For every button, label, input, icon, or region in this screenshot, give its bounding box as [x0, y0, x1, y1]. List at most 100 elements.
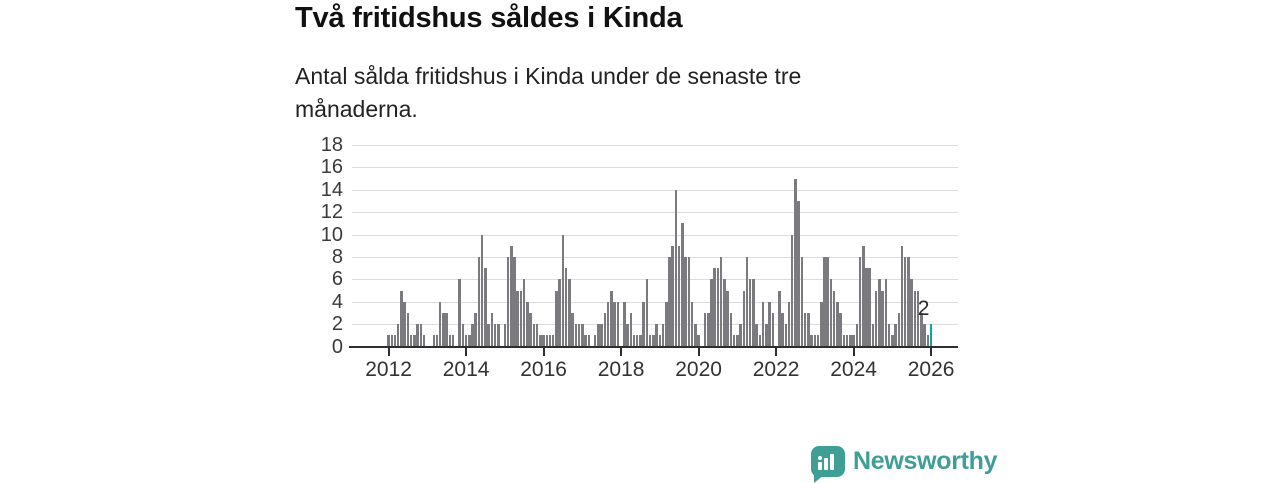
- bar: [810, 335, 813, 347]
- bar: [855, 324, 859, 347]
- bar: [910, 279, 913, 347]
- bar: [726, 290, 729, 347]
- bar: [568, 279, 571, 347]
- bar: [493, 324, 497, 347]
- bar: [558, 279, 561, 347]
- y-axis-tick-label: 4: [331, 290, 343, 313]
- bar: [503, 324, 507, 347]
- x-axis-tick: [775, 348, 778, 356]
- bar: [862, 245, 865, 347]
- bar: [513, 256, 516, 347]
- bar: [510, 245, 513, 347]
- bar: [645, 279, 649, 347]
- bar: [755, 324, 758, 347]
- bar: [574, 324, 578, 347]
- bar: [690, 301, 694, 347]
- x-axis-tick-label: 2018: [597, 357, 645, 381]
- bar: [852, 335, 855, 347]
- x-axis-tick-label: 2012: [365, 357, 412, 381]
- gridline-y6: [352, 279, 958, 281]
- bar: [519, 290, 523, 347]
- bar: [839, 312, 842, 347]
- bar: [400, 290, 403, 347]
- bar: [897, 312, 901, 347]
- bar: [451, 335, 455, 347]
- bar: [797, 200, 800, 347]
- bar: [687, 256, 691, 347]
- bar: [555, 290, 558, 347]
- gridline-y10: [352, 234, 958, 236]
- bar: [390, 335, 394, 347]
- bar: [884, 279, 888, 347]
- bar: [926, 335, 930, 347]
- bar: [829, 279, 833, 347]
- bar: [435, 335, 439, 347]
- x-axis-tick: [697, 348, 700, 356]
- bar: [887, 324, 891, 347]
- bar: [832, 290, 836, 347]
- bar: [881, 290, 884, 347]
- bar: [790, 234, 794, 347]
- bar: [778, 290, 781, 347]
- gridline-y8: [352, 256, 958, 258]
- bar: [732, 335, 736, 347]
- bar: [723, 279, 726, 347]
- bar: [535, 324, 539, 347]
- bar: [842, 335, 846, 347]
- bar: [878, 279, 881, 347]
- gridline-y4: [352, 301, 958, 303]
- bar: [571, 312, 574, 347]
- bar-highlight-latest: [929, 324, 933, 347]
- bar: [674, 189, 678, 347]
- bar: [635, 335, 639, 347]
- bar: [710, 279, 713, 347]
- bar: [406, 312, 410, 347]
- bar: [416, 324, 419, 347]
- bar: [803, 312, 807, 347]
- bar: [758, 335, 762, 347]
- bar: [464, 335, 468, 347]
- y-axis-tick-label: 0: [331, 335, 343, 358]
- x-axis-tick-label: 2024: [830, 357, 877, 381]
- bar: [891, 335, 894, 347]
- bar: [613, 301, 616, 347]
- bar: [668, 256, 671, 347]
- bar-chart-icon: [818, 452, 838, 470]
- bar: [593, 335, 597, 347]
- bar: [836, 301, 839, 347]
- bar: [823, 256, 826, 347]
- gridline-y18: [352, 145, 958, 146]
- bar: [642, 301, 645, 347]
- bar: [784, 324, 787, 347]
- bar: [432, 335, 435, 347]
- bar: [920, 312, 923, 347]
- bar: [652, 335, 655, 347]
- bar: [516, 290, 519, 347]
- bar: [761, 301, 765, 347]
- bar: [729, 312, 733, 347]
- bar: [561, 234, 565, 347]
- bar: [461, 324, 465, 347]
- bar: [871, 324, 875, 347]
- bar: [419, 324, 423, 347]
- x-axis-tick-label: 2014: [442, 357, 490, 381]
- bar: [800, 256, 804, 347]
- page-title: Två fritidshus såldes i Kinda: [295, 2, 683, 34]
- newsworthy-wordmark: Newsworthy: [853, 446, 998, 475]
- bar: [752, 279, 755, 347]
- bar: [648, 335, 652, 347]
- bar: [471, 324, 474, 347]
- bar: [600, 324, 603, 347]
- bar: [781, 312, 784, 347]
- bar: [487, 324, 490, 347]
- bar: [393, 335, 397, 347]
- x-axis-tick-label: 2020: [675, 357, 722, 381]
- bar: [610, 290, 613, 347]
- bar: [413, 335, 416, 347]
- bar: [816, 335, 820, 347]
- bar: [387, 335, 390, 347]
- x-axis-tick: [620, 348, 623, 356]
- bar: [396, 324, 400, 347]
- bar: [632, 335, 636, 347]
